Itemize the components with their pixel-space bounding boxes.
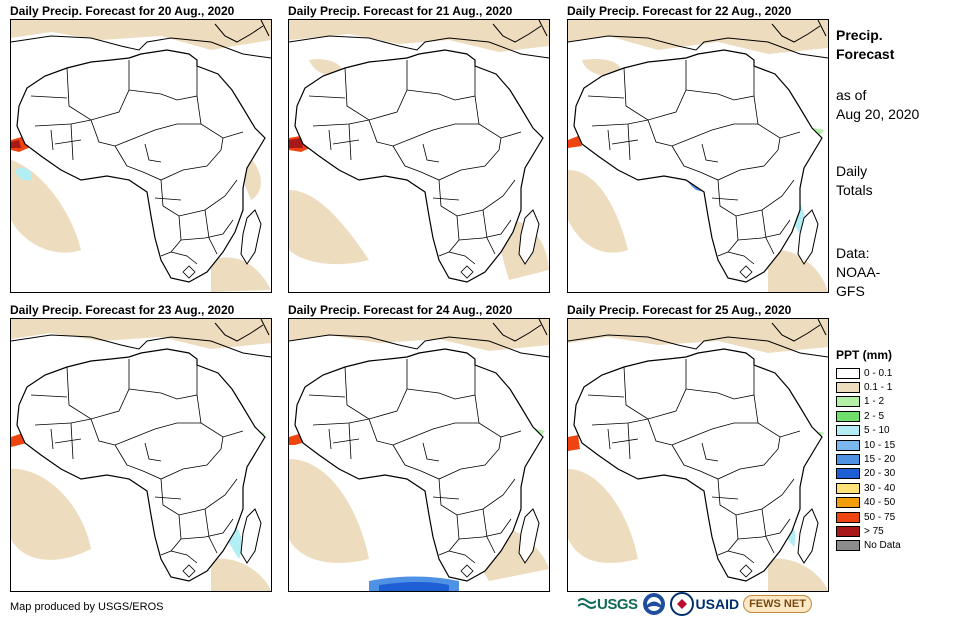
legend-label: 15 - 20 [864, 454, 896, 466]
legend-swatch [836, 454, 860, 466]
legend-swatch [836, 540, 860, 552]
fews-net-logo: FEWS NET [743, 595, 812, 613]
data-source: Data: NOAA- GFS [836, 245, 881, 299]
legend-swatch [836, 497, 860, 509]
legend-item: 0 - 0.1 [836, 366, 901, 380]
legend-label: 0 - 0.1 [864, 367, 893, 379]
usaid-logo: USAID [669, 592, 739, 616]
usgs-logo: USGS [578, 596, 638, 613]
dry-wash [568, 20, 828, 292]
legend-swatch [836, 482, 860, 494]
legend-swatch [836, 439, 860, 451]
panel-title: Daily Precip. Forecast for 24 Aug., 2020 [288, 303, 513, 317]
legend-swatch [836, 425, 860, 437]
panel-title: Daily Precip. Forecast for 21 Aug., 2020 [288, 4, 513, 18]
precip-map [10, 318, 272, 592]
legend-item: 20 - 30 [836, 467, 901, 481]
legend-item: 40 - 50 [836, 496, 901, 510]
legend-label: 10 - 15 [864, 439, 896, 451]
forecast-panel: Daily Precip. Forecast for 24 Aug., 2020 [288, 302, 550, 592]
forecast-title: Precip. Forecast [836, 27, 895, 62]
precip-legend: PPT (mm) 0 - 0.1 0.1 - 1 1 - 2 2 - 5 5 - 10 1… [836, 348, 901, 553]
legend-label: 5 - 10 [864, 425, 890, 437]
legend-label: 20 - 30 [864, 468, 896, 480]
totals-label: Daily Totals [836, 163, 873, 198]
legend-label: 1 - 2 [864, 396, 885, 408]
legend-swatch [836, 410, 860, 422]
legend-item: 15 - 20 [836, 452, 901, 466]
dry-wash [11, 319, 271, 591]
precip-map [288, 19, 550, 293]
legend-label: No Data [864, 540, 901, 552]
legend-item: 5 - 10 [836, 424, 901, 438]
dry-wash [568, 319, 828, 591]
forecast-panel: Daily Precip. Forecast for 20 Aug., 2020 [10, 3, 272, 293]
precip-map [567, 19, 829, 293]
legend-swatch [836, 396, 860, 408]
precip-map [567, 318, 829, 592]
panel-title: Daily Precip. Forecast for 25 Aug., 2020 [567, 303, 792, 317]
legend-label: 2 - 5 [864, 410, 885, 422]
forecast-panel: Daily Precip. Forecast for 21 Aug., 2020 [288, 3, 550, 293]
legend-swatch [836, 525, 860, 537]
partner-logos: USGS USAID FEWS NET [578, 592, 812, 616]
legend-item: 1 - 2 [836, 395, 901, 409]
panel-title: Daily Precip. Forecast for 23 Aug., 2020 [10, 303, 235, 317]
usgs-wave-icon [578, 598, 596, 609]
credit-text: Map produced by USGS/EROS [10, 601, 164, 613]
legend-item: No Data [836, 539, 901, 553]
legend-label: 40 - 50 [864, 497, 896, 509]
legend-label: 50 - 75 [864, 511, 896, 523]
panel-title: Daily Precip. Forecast for 22 Aug., 2020 [567, 4, 792, 18]
legend-label: 30 - 40 [864, 482, 896, 494]
noaa-logo [642, 593, 665, 615]
legend-label: 0.1 - 1 [864, 382, 893, 394]
forecast-panel: Daily Precip. Forecast for 25 Aug., 2020 [567, 302, 829, 592]
as-of-date: as of Aug 20, 2020 [836, 87, 920, 122]
legend-swatch [836, 468, 860, 480]
legend-label: > 75 [864, 525, 884, 537]
legend-item: 30 - 40 [836, 481, 901, 495]
legend-title: PPT (mm) [836, 348, 893, 362]
legend-item: > 75 [836, 524, 901, 538]
legend-swatch [836, 511, 860, 523]
legend-item: 2 - 5 [836, 409, 901, 423]
legend-item: 0.1 - 1 [836, 380, 901, 394]
forecast-panel: Daily Precip. Forecast for 22 Aug., 2020 [567, 3, 829, 293]
legend-swatch [836, 367, 860, 379]
legend-item: 50 - 75 [836, 510, 901, 524]
usaid-seal-icon [669, 592, 694, 616]
legend-item: 10 - 15 [836, 438, 901, 452]
legend-swatch [836, 382, 860, 394]
forecast-panel: Daily Precip. Forecast for 23 Aug., 2020 [10, 302, 272, 592]
precip-map [288, 318, 550, 592]
panel-title: Daily Precip. Forecast for 20 Aug., 2020 [10, 4, 235, 18]
precip-map [10, 19, 272, 293]
